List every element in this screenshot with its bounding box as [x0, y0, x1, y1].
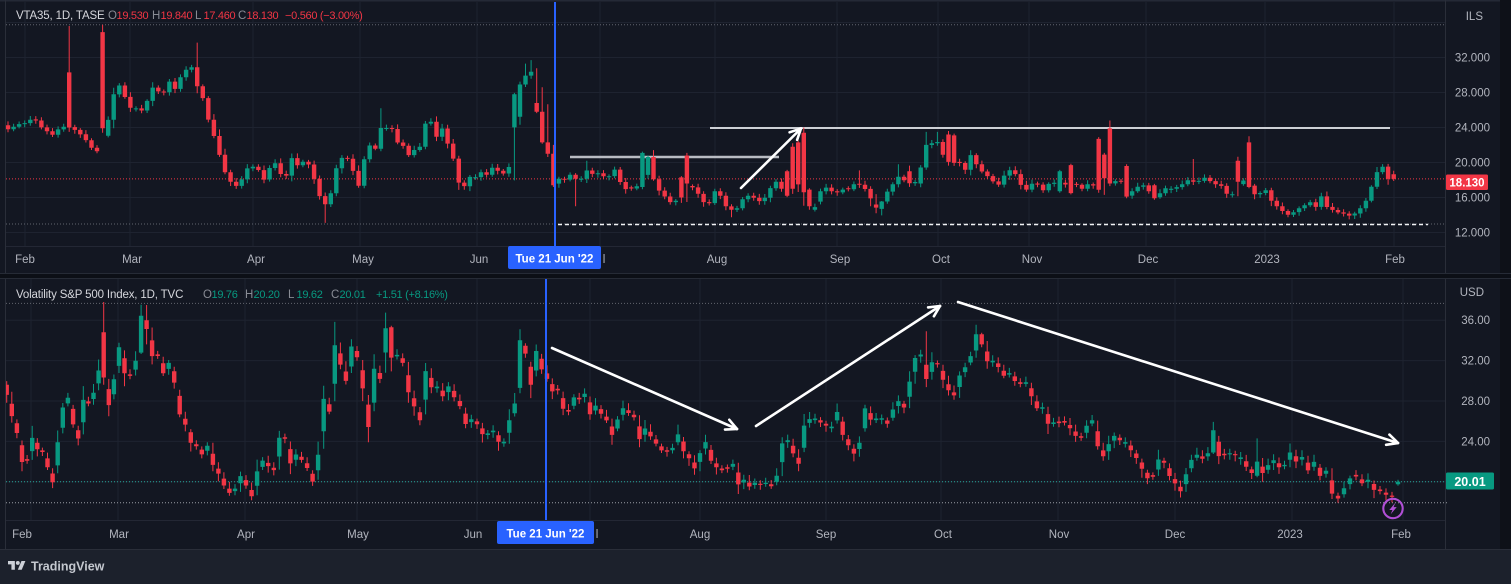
svg-text:20.20: 20.20 [254, 289, 280, 301]
svg-text:TradingView: TradingView [31, 560, 105, 574]
svg-text:17.460: 17.460 [204, 10, 236, 22]
svg-text:2023: 2023 [1277, 529, 1303, 541]
svg-text:May: May [352, 254, 374, 266]
svg-text:O: O [108, 10, 117, 22]
svg-text:32.00: 32.00 [1461, 356, 1490, 368]
svg-text:Apr: Apr [247, 254, 265, 266]
svg-text:16.000: 16.000 [1455, 193, 1490, 205]
svg-text:l: l [596, 529, 599, 541]
svg-text:Tue 21 Jun '22: Tue 21 Jun '22 [516, 254, 594, 266]
svg-text:20.01: 20.01 [340, 289, 366, 301]
svg-text:Sep: Sep [830, 254, 850, 266]
svg-text:Nov: Nov [1049, 529, 1070, 541]
svg-text:O: O [203, 289, 212, 301]
svg-text:Apr: Apr [237, 529, 255, 541]
svg-text:18.130: 18.130 [1449, 178, 1484, 190]
svg-text:Dec: Dec [1165, 529, 1186, 541]
svg-text:19.62: 19.62 [297, 289, 323, 301]
svg-text:Dec: Dec [1138, 254, 1159, 266]
svg-text:USD: USD [1460, 287, 1484, 299]
svg-text:28.000: 28.000 [1455, 88, 1490, 100]
svg-text:24.00: 24.00 [1461, 436, 1490, 448]
svg-text:C: C [331, 289, 339, 301]
svg-text:Mar: Mar [109, 529, 129, 541]
svg-text:Feb: Feb [1391, 529, 1411, 541]
svg-text:Jun: Jun [470, 254, 489, 266]
svg-text:19.840: 19.840 [161, 10, 193, 22]
svg-text:+1.51 (+8.16%): +1.51 (+8.16%) [376, 289, 448, 301]
svg-text:Nov: Nov [1022, 254, 1043, 266]
svg-text:Volatility S&P 500 Index, 1D,: Volatility S&P 500 Index, 1D, TVC [16, 289, 183, 301]
svg-text:C: C [238, 10, 246, 22]
svg-text:Oct: Oct [934, 529, 953, 541]
svg-text:Mar: Mar [122, 254, 142, 266]
svg-text:L: L [195, 10, 202, 22]
svg-text:−0.560 (−3.00%): −0.560 (−3.00%) [285, 10, 362, 22]
svg-text:Aug: Aug [707, 254, 727, 266]
svg-text:Tue 21 Jun '22: Tue 21 Jun '22 [507, 529, 585, 541]
svg-text:VTA35, 1D, TASE: VTA35, 1D, TASE [16, 10, 105, 22]
svg-text:24.000: 24.000 [1455, 123, 1490, 135]
svg-text:l: l [603, 254, 606, 266]
svg-text:H: H [152, 10, 160, 22]
svg-text:32.000: 32.000 [1455, 53, 1490, 65]
svg-text:Jun: Jun [464, 529, 483, 541]
svg-text:Sep: Sep [816, 529, 836, 541]
svg-text:H: H [245, 289, 253, 301]
svg-text:36.00: 36.00 [1461, 315, 1490, 327]
svg-text:20.000: 20.000 [1455, 158, 1490, 170]
svg-text:L: L [288, 289, 295, 301]
svg-text:May: May [347, 529, 369, 541]
svg-text:20.01: 20.01 [1454, 475, 1485, 489]
svg-text:18.130: 18.130 [247, 10, 279, 22]
svg-text:2023: 2023 [1254, 254, 1280, 266]
svg-text:19.530: 19.530 [117, 10, 149, 22]
svg-text:Aug: Aug [690, 529, 710, 541]
svg-text:28.00: 28.00 [1461, 396, 1490, 408]
svg-text:Feb: Feb [15, 254, 35, 266]
svg-text:Feb: Feb [12, 529, 32, 541]
svg-text:ILS: ILS [1466, 11, 1484, 23]
svg-text:19.76: 19.76 [212, 289, 238, 301]
svg-text:Feb: Feb [1385, 254, 1405, 266]
svg-text:12.000: 12.000 [1455, 228, 1490, 240]
svg-text:Oct: Oct [932, 254, 951, 266]
